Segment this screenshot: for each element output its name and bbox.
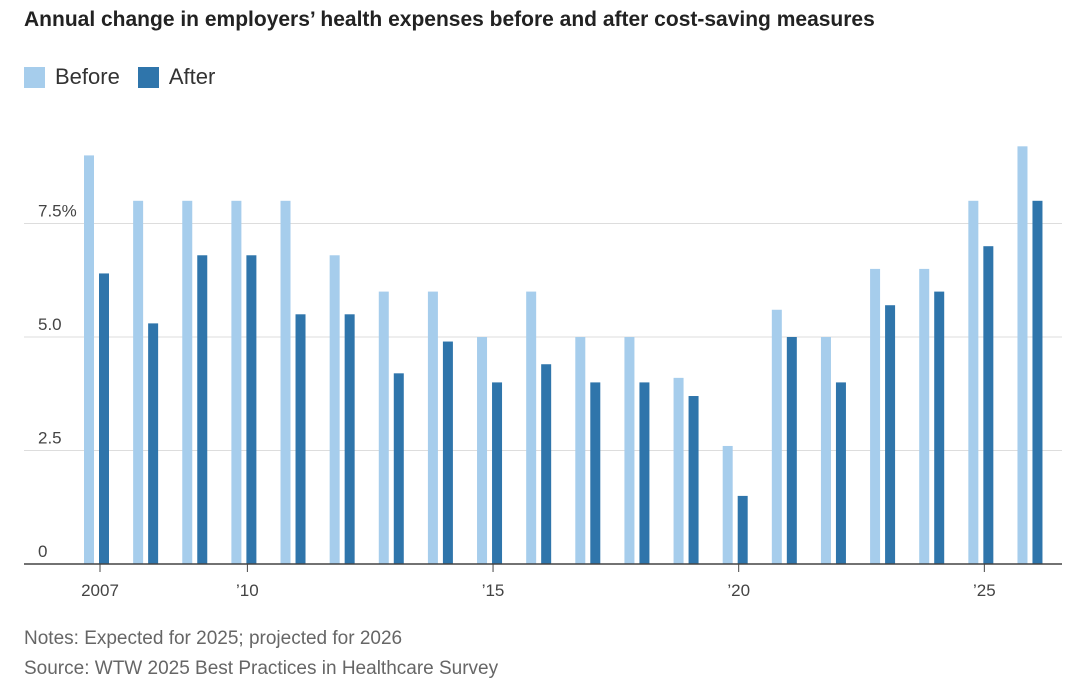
legend-item-after: After	[137, 64, 216, 90]
legend-swatch-before	[24, 66, 45, 88]
bar-before-2025	[968, 200, 979, 565]
bar-before-2011	[280, 200, 291, 565]
y-tick-label: 2.5	[38, 429, 62, 448]
legend-item-before: Before	[24, 64, 120, 90]
bar-before-2014	[427, 291, 438, 564]
bar-before-2016	[526, 291, 537, 564]
y-tick-label: 5.0	[38, 315, 62, 334]
chart-notes: Notes: Expected for 2025; projected for …	[24, 624, 498, 684]
bar-after-2018	[639, 382, 650, 564]
bar-after-2016	[541, 364, 552, 564]
x-tick-label: ’10	[236, 581, 259, 600]
x-tick-label: ’15	[482, 581, 505, 600]
notes-line: Notes: Expected for 2025; projected for …	[24, 628, 403, 649]
bar-after-2007	[99, 273, 109, 564]
bar-after-2017	[590, 382, 601, 564]
bar-after-2023	[885, 305, 896, 564]
bar-before-2021	[771, 309, 782, 564]
bar-before-2017	[575, 337, 586, 564]
bar-after-2011	[295, 314, 306, 564]
bar-after-2014	[442, 341, 453, 564]
bar-before-2008	[133, 200, 144, 565]
bar-after-2009	[197, 255, 208, 564]
bar-before-2009	[182, 200, 193, 565]
legend-label-before: Before	[55, 64, 120, 89]
bar-after-2022	[835, 382, 846, 564]
bar-before-2015	[477, 337, 488, 564]
bar-after-2020	[737, 495, 748, 564]
bars	[84, 146, 1043, 565]
bar-before-2024	[919, 268, 930, 564]
bar-after-2024	[934, 291, 945, 564]
bar-before-2020	[722, 445, 733, 564]
bar-after-2021	[786, 337, 797, 564]
legend: Before After	[24, 64, 233, 90]
bar-before-2012	[329, 255, 340, 564]
chart-title: Annual change in employers’ health expen…	[24, 8, 875, 31]
legend-label-after: After	[168, 64, 216, 89]
bar-after-2025	[983, 246, 994, 564]
x-tick-label: ’20	[727, 581, 750, 600]
bar-after-2008	[148, 323, 159, 564]
bar-before-2010	[231, 200, 242, 565]
bar-before-2007	[84, 155, 94, 564]
bar-after-2015	[492, 382, 503, 564]
source-line: Source: WTW 2025 Best Practices in Healt…	[24, 658, 499, 679]
bar-after-2010	[246, 255, 257, 564]
axes: 0 2.5 5.0 7.5% 2007 ’10 ’15 ’20 ’25	[24, 202, 1062, 600]
bar-after-2013	[393, 373, 404, 564]
x-tick-label: ’25	[973, 581, 996, 600]
bar-before-2026	[1017, 146, 1028, 564]
bar-before-2018	[624, 337, 635, 564]
bar-before-2023	[870, 268, 881, 564]
y-tick-label: 7.5%	[38, 202, 77, 221]
bar-after-2026	[1032, 200, 1043, 565]
bar-before-2022	[820, 337, 831, 564]
bar-after-2019	[688, 396, 699, 564]
bar-chart: 0 2.5 5.0 7.5% 2007 ’10 ’15 ’20 ’25	[24, 146, 1062, 600]
legend-swatch-after	[137, 66, 159, 88]
bar-before-2019	[673, 377, 684, 564]
x-tick-label: 2007	[81, 581, 119, 600]
y-tick-label: 0	[38, 542, 47, 561]
bar-before-2013	[378, 291, 389, 564]
bar-after-2012	[344, 314, 355, 564]
